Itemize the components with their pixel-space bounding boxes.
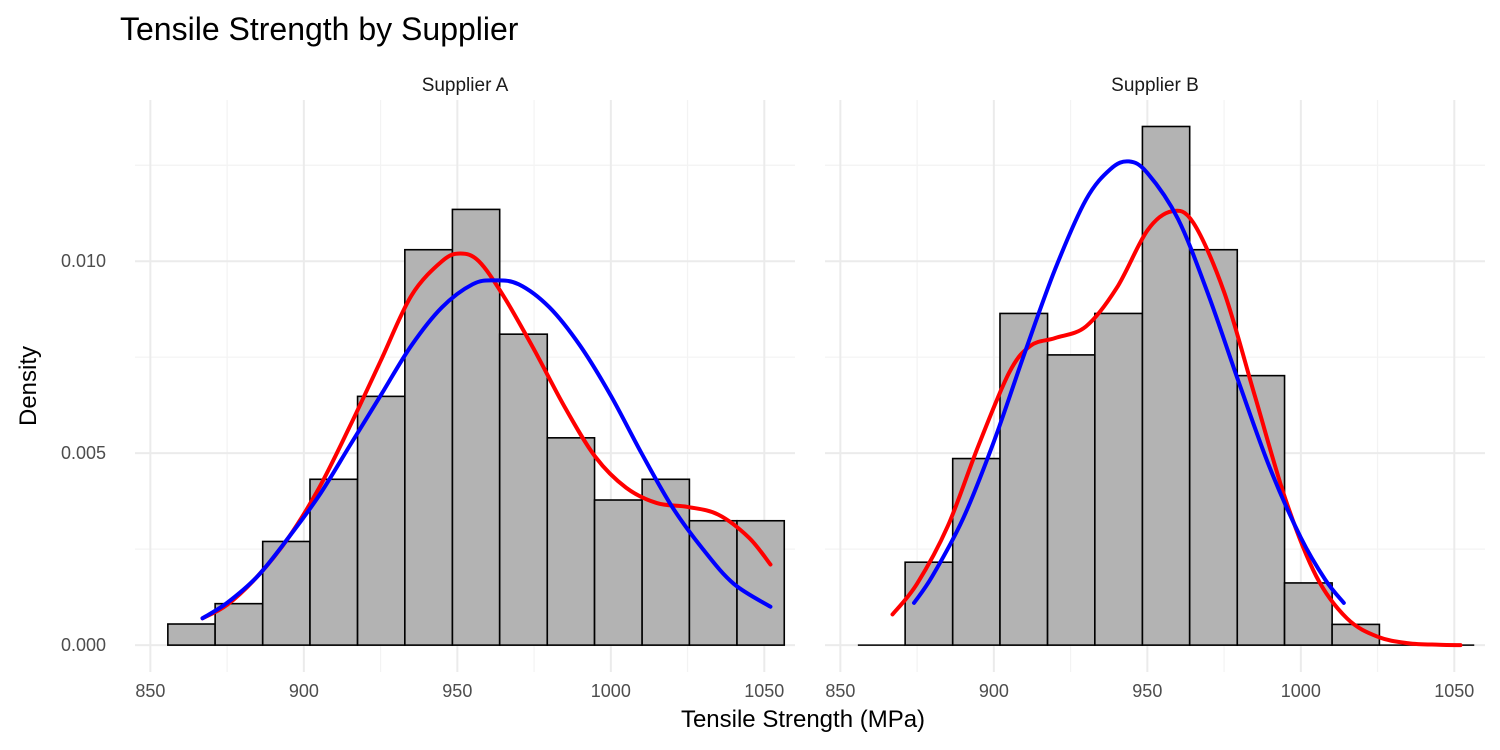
histogram-bar: [498, 333, 549, 646]
y-tick-label: 0.010: [61, 251, 106, 271]
panel-supplier-a: Supplier A 850 900 950 1000 1050: [135, 75, 795, 701]
chart-title: Tensile Strength by Supplier: [120, 11, 519, 47]
histogram-bar: [593, 499, 643, 646]
x-tick-label: 900: [289, 681, 319, 701]
normal-fit-curve: [912, 159, 1346, 605]
y-axis-tick-labels: 0.000 0.005 0.010: [61, 251, 106, 655]
y-axis-title: Density: [15, 346, 42, 426]
histogram-bar: [1046, 354, 1096, 646]
histogram-bar: [167, 623, 216, 646]
histogram-bar: [309, 478, 359, 646]
x-axis-title: Tensile Strength (MPa): [681, 706, 925, 733]
normal-fit-curve: [200, 278, 773, 621]
histogram-bar: [214, 602, 264, 646]
histogram-bars: [167, 208, 786, 646]
x-tick-label: 1050: [744, 681, 784, 701]
panels-layer: Supplier A 850 900 950 1000 1050 Supplier B 850…: [135, 75, 1485, 701]
x-tick-label: 1000: [1281, 681, 1321, 701]
histogram-bars: [857, 125, 1475, 646]
x-tick-label: 850: [135, 681, 165, 701]
panel-supplier-b: Supplier B 850 900 950 1000 1050: [825, 75, 1485, 701]
histogram-bar: [1141, 125, 1191, 646]
y-tick-label: 0.005: [61, 443, 106, 463]
histogram-bar: [451, 208, 501, 646]
y-tick-label: 0.000: [61, 635, 106, 655]
histogram-bar: [261, 540, 311, 646]
histogram-bar: [1094, 312, 1144, 646]
histogram-bar: [999, 312, 1049, 646]
x-tick-label: 1050: [1434, 681, 1474, 701]
facet-strip-label: Supplier B: [1111, 75, 1199, 96]
histogram-bar: [404, 248, 454, 646]
x-tick-label: 850: [825, 681, 855, 701]
x-tick-label: 1000: [591, 681, 631, 701]
x-tick-label: 950: [442, 681, 472, 701]
histogram-bar: [736, 519, 786, 646]
x-tick-label: 900: [979, 681, 1009, 701]
histogram-bar: [356, 395, 406, 646]
histogram-bar: [546, 437, 596, 646]
x-tick-label: 950: [1132, 681, 1162, 701]
facet-strip-label: Supplier A: [422, 75, 509, 96]
histogram-bar: [1188, 248, 1239, 646]
